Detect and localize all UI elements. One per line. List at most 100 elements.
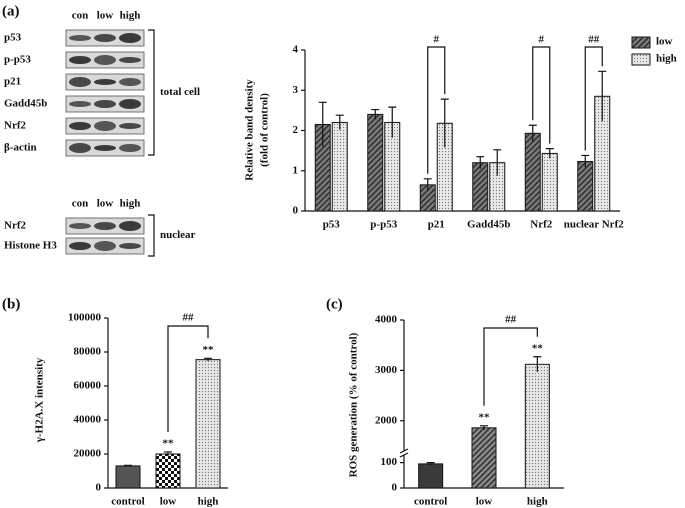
- x-tick-label: p-p53: [370, 219, 397, 231]
- blot-band: [69, 143, 91, 153]
- protein-label: β-actin: [4, 142, 37, 154]
- error-bar: [493, 149, 502, 176]
- error-bar: [480, 425, 488, 430]
- protein-label: Gadd45b: [4, 98, 47, 110]
- y-axis-label: Relative band density: [244, 79, 256, 181]
- lane-label: con: [72, 198, 89, 210]
- blot-band: [94, 145, 116, 151]
- y-tick-label: 4000: [375, 314, 398, 326]
- error-bar: [476, 156, 485, 169]
- annotation: #: [539, 34, 545, 46]
- error-bar: [545, 148, 554, 159]
- y-tick-label: 20000: [74, 448, 102, 460]
- blot-band: [69, 122, 91, 130]
- error-bar: [318, 101, 327, 147]
- x-tick-label: nuclear Nrf2: [564, 219, 624, 231]
- error-bar: [388, 106, 397, 138]
- blot-band: [119, 144, 141, 152]
- bracket: [148, 29, 155, 156]
- axis-break: [399, 448, 409, 458]
- x-tick-label: p53: [323, 219, 341, 231]
- y-tick-label: 100: [381, 456, 398, 468]
- significance: **: [163, 437, 175, 449]
- bar-texture: [156, 454, 180, 488]
- bracket: [532, 46, 551, 144]
- x-tick-label: control: [414, 496, 447, 508]
- protein-label: p21: [4, 76, 21, 88]
- blot-band: [119, 243, 141, 249]
- blot-band: [94, 34, 116, 42]
- protein-label: Histone H3: [4, 240, 57, 252]
- bar-texture: [437, 123, 453, 211]
- blot-band: [69, 56, 91, 64]
- legend-label: high: [656, 53, 677, 65]
- y-tick-label: 40000: [74, 414, 102, 426]
- y-tick-label: 2: [293, 124, 299, 136]
- y-tick-label: 4: [293, 44, 299, 56]
- x-tick-label: high: [198, 496, 219, 508]
- x-tick-label: Gadd45b: [467, 219, 510, 231]
- y-tick-label: 80000: [74, 346, 102, 358]
- error-bar: [204, 357, 212, 362]
- bar-texture: [196, 359, 220, 488]
- y-axis-label: γ-H2A.X intensity: [34, 357, 46, 443]
- group-label: total cell: [160, 86, 200, 98]
- lane-label: high: [120, 198, 141, 210]
- error-bar: [533, 356, 542, 372]
- lane-label: high: [120, 10, 141, 22]
- error-bar: [598, 70, 607, 122]
- x-tick-label: high: [527, 496, 548, 508]
- bracket: [483, 327, 538, 406]
- error-bar: [335, 114, 344, 130]
- bar: [115, 465, 141, 489]
- legend-texture: [632, 54, 650, 65]
- lane-label: low: [97, 10, 114, 22]
- blot-band: [119, 123, 141, 129]
- error-bar: [164, 451, 172, 457]
- panel-label: (a): [2, 3, 20, 19]
- blot-band: [119, 99, 141, 109]
- y-tick-label: 3: [293, 84, 299, 96]
- x-tick-label: control: [111, 496, 144, 508]
- bar-texture: [384, 122, 400, 211]
- blot-band: [119, 33, 141, 43]
- blot-band: [119, 221, 141, 231]
- bar-texture: [542, 153, 558, 211]
- panel-label: (b): [2, 296, 20, 312]
- blot-band: [69, 35, 91, 41]
- panel-label: (c): [326, 296, 343, 312]
- bar-texture: [594, 96, 610, 211]
- protein-label: p53: [4, 32, 22, 44]
- bar-texture: [489, 162, 505, 211]
- y-tick-label: 1: [293, 164, 299, 176]
- blot-band: [94, 121, 116, 131]
- x-tick-label: low: [160, 496, 177, 508]
- error-bar: [423, 178, 432, 191]
- blot-band: [94, 241, 116, 251]
- blot-band: [69, 242, 91, 250]
- blot-band: [94, 100, 116, 108]
- bar: [418, 463, 444, 489]
- blot-band: [119, 57, 141, 63]
- lane-label: low: [97, 198, 114, 210]
- significance: **: [532, 342, 544, 354]
- y-tick-label: 100000: [68, 312, 102, 324]
- y-axis-label: (fold of control): [259, 93, 271, 167]
- annotation: ##: [183, 312, 195, 324]
- legend-texture: [632, 37, 650, 48]
- bar-texture: [577, 161, 593, 211]
- bar-texture: [332, 122, 348, 211]
- blot-band: [69, 223, 91, 229]
- protein-label: Nrf2: [4, 120, 26, 132]
- error-bar: [124, 464, 132, 467]
- x-tick-label: p21: [428, 219, 445, 231]
- bracket: [148, 214, 155, 257]
- significance: **: [479, 411, 491, 423]
- y-tick-label: 3000: [375, 364, 398, 376]
- bar-texture: [472, 427, 496, 488]
- bar-texture: [367, 114, 383, 211]
- bar-texture: [420, 184, 436, 211]
- error-bar: [440, 98, 449, 148]
- x-tick-label: low: [476, 496, 493, 508]
